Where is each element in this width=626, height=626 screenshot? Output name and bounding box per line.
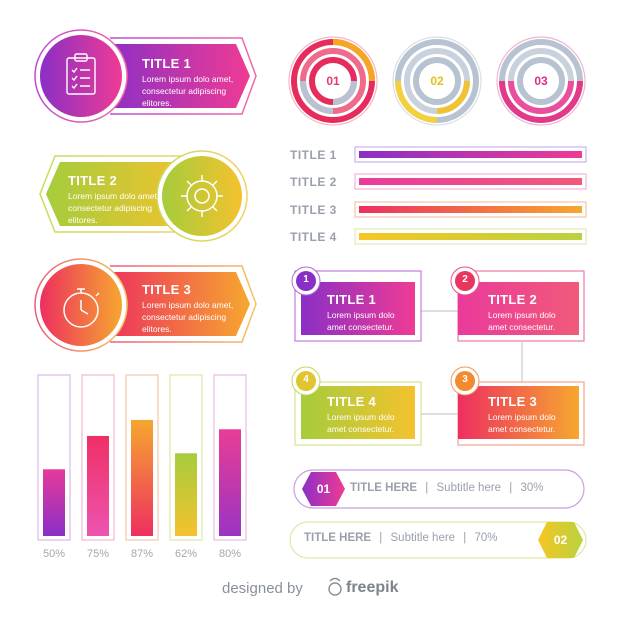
flow-box-2-title: TITLE 2 xyxy=(488,292,538,307)
pill-2-sep2: | xyxy=(463,532,467,544)
flow-box-3-title: TITLE 3 xyxy=(488,394,538,409)
pill-1-badge: 01 xyxy=(316,482,331,496)
ring-1 xyxy=(288,36,378,126)
card-2-body: Lorem ipsum dolo amet, consectetur adipi… xyxy=(68,191,160,225)
pill-2-subtitle: Subtitle here xyxy=(390,532,456,544)
card-1 xyxy=(34,29,257,123)
bar-1 xyxy=(43,469,65,536)
card-3-title: TITLE 3 xyxy=(142,282,192,297)
pill-2-sep1: | xyxy=(379,532,383,544)
ring-2-label: 02 xyxy=(430,74,444,88)
bar-label-4: 62% xyxy=(174,548,198,560)
footer-designed-by: designed by xyxy=(222,580,303,597)
progress-label-1: TITLE 1 xyxy=(290,148,337,162)
stopwatch-icon xyxy=(63,288,100,328)
bar-label-1: 50% xyxy=(42,548,66,560)
flow-box-1-body: Lorem ipsum dolo amet consectetur. xyxy=(327,310,395,332)
ring-3-label: 03 xyxy=(534,74,548,88)
flow-box-1-title: TITLE 1 xyxy=(327,292,377,307)
card-2 xyxy=(39,150,248,242)
ring-2 xyxy=(392,36,482,126)
freepik-logo-icon xyxy=(328,577,342,596)
bar-label-3: 87% xyxy=(130,548,154,560)
gear-icon xyxy=(181,175,223,217)
flow-box-3-body: Lorem ipsum dolo amet consectetur. xyxy=(488,412,556,434)
pill-1-subtitle: Subtitle here xyxy=(436,482,502,494)
pill-1-sep2: | xyxy=(509,482,513,494)
pill-1-percent: 30% xyxy=(520,482,544,494)
card-3-body: Lorem ipsum dolo amet, consectetur adipi… xyxy=(142,300,234,334)
pill-2-text: TITLE HERE | Subtitle here | 70% xyxy=(304,532,498,544)
progress-fill-4 xyxy=(359,233,582,240)
progress-label-2: TITLE 2 xyxy=(290,175,337,189)
card-2-title: TITLE 2 xyxy=(68,173,118,188)
bar-3 xyxy=(131,419,153,536)
pill-1-text: TITLE HERE | Subtitle here | 30% xyxy=(350,482,544,494)
progress-fill-2 xyxy=(359,178,582,185)
ring-3 xyxy=(496,36,586,126)
pill-2 xyxy=(289,521,587,559)
progress-fill-1 xyxy=(359,151,582,158)
bar-label-5: 80% xyxy=(218,548,242,560)
bar-4 xyxy=(175,453,197,536)
flow-diagram xyxy=(291,266,585,446)
progress-label-3: TITLE 3 xyxy=(290,203,337,217)
pill-1-title: TITLE HERE xyxy=(350,482,418,494)
flow-box-2-body: Lorem ipsum dolo amet consectetur. xyxy=(488,310,556,332)
progress-label-4: TITLE 4 xyxy=(290,230,337,244)
bar-label-2: 75% xyxy=(86,548,110,560)
pill-2-title: TITLE HERE xyxy=(304,532,372,544)
bar-chart xyxy=(37,374,247,541)
flow-box-4-number: 4 xyxy=(303,374,309,385)
card-1-title: TITLE 1 xyxy=(142,56,192,71)
progress-fill-3 xyxy=(359,206,582,213)
flow-box-3-number: 3 xyxy=(462,374,468,385)
bar-5 xyxy=(219,429,241,536)
card-1-body: Lorem ipsum dolo amet, consectetur adipi… xyxy=(142,74,234,108)
pill-2-percent: 70% xyxy=(474,532,498,544)
card-3 xyxy=(34,258,257,352)
flow-box-1-number: 1 xyxy=(303,274,309,285)
clipboard-icon xyxy=(66,53,96,95)
flow-box-4-body: Lorem ipsum dolo amet consectetur. xyxy=(327,412,395,434)
bar-2 xyxy=(87,435,109,536)
flow-box-4-title: TITLE 4 xyxy=(327,394,377,409)
pill-1-sep1: | xyxy=(425,482,429,494)
pill-2-badge: 02 xyxy=(553,533,568,547)
pill-1 xyxy=(293,469,585,509)
progress-rows xyxy=(354,146,587,245)
footer-brand: freepik xyxy=(346,579,399,596)
flow-box-2-number: 2 xyxy=(462,274,468,285)
ring-1-label: 01 xyxy=(326,74,340,88)
